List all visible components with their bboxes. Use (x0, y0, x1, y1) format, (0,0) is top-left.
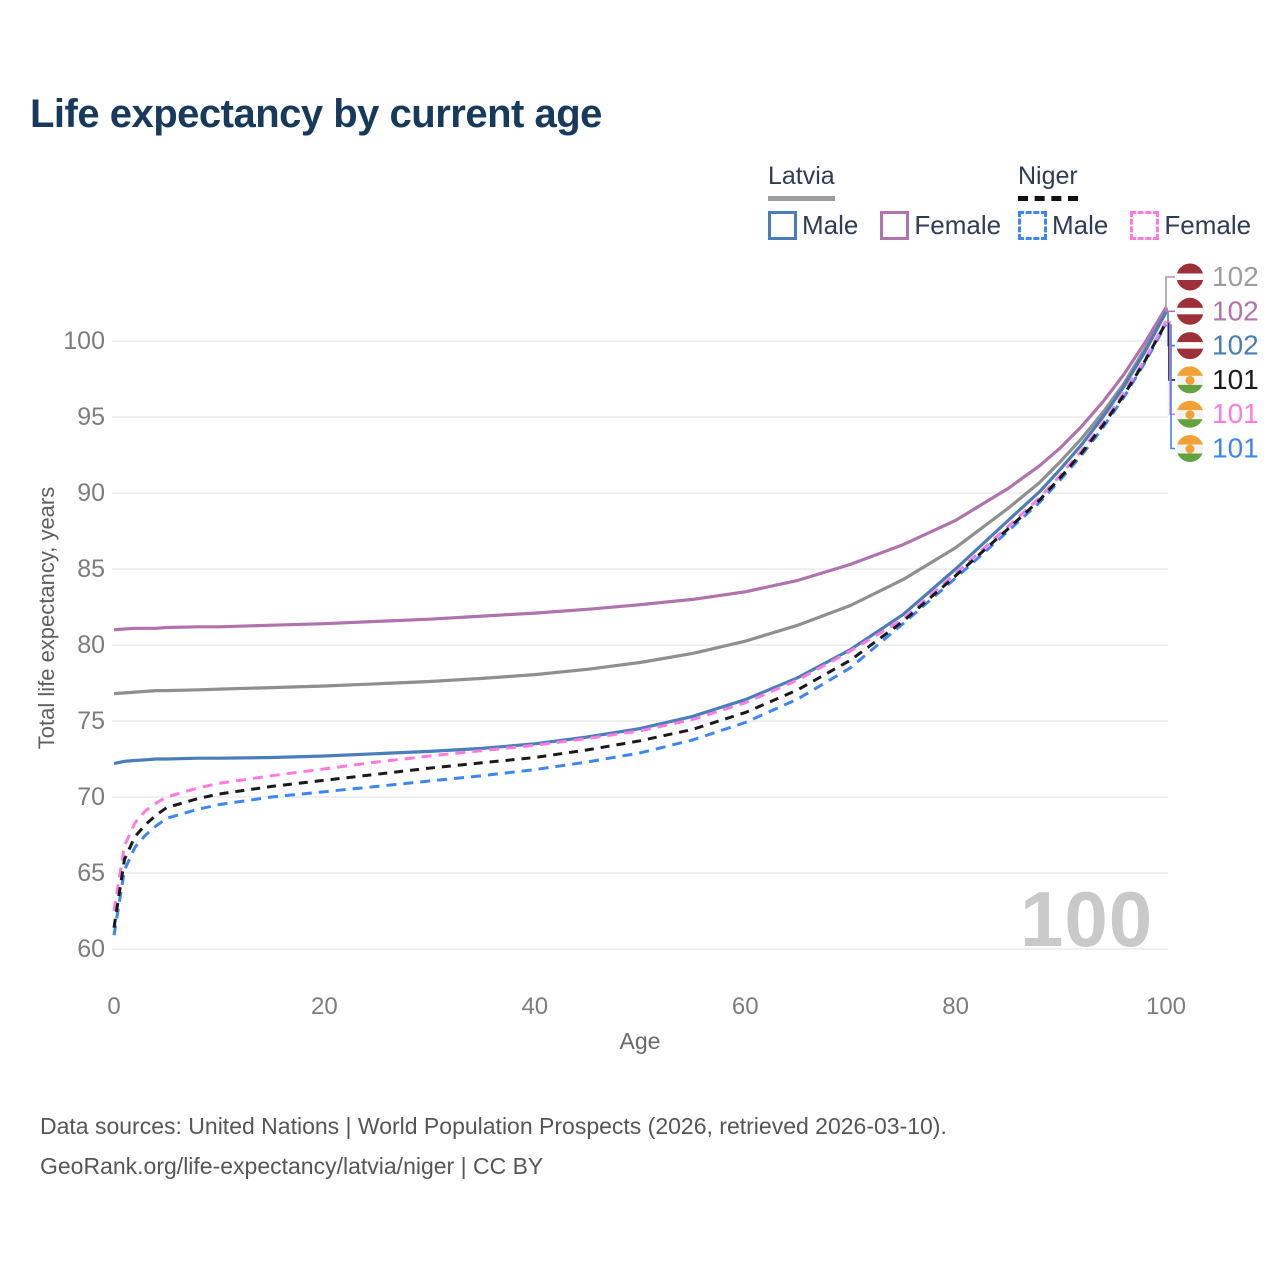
flag-stripes (1176, 366, 1204, 394)
legend-swatch-latvia-male-icon[interactable] (768, 211, 797, 240)
end-value-label-niger-total: 101 (1212, 364, 1259, 395)
latvia-flag-white-stripe (1176, 307, 1204, 315)
flag-stripes (1176, 332, 1204, 360)
x-tick-label-20: 20 (311, 993, 338, 1020)
niger-flag-green (1176, 453, 1204, 462)
flag-icon-latvia (1176, 263, 1204, 291)
y-tick-label-60: 60 (77, 935, 105, 963)
end-label-connector-niger-female (1169, 321, 1175, 415)
flag-icon-niger (1176, 366, 1204, 394)
flag-stripes (1176, 297, 1204, 325)
flag-icon-latvia (1176, 332, 1204, 360)
footer-attribution-link[interactable]: GeoRank.org/life-expectancy/latvia/niger… (40, 1153, 544, 1179)
legend-label-niger-male[interactable]: Male (1052, 210, 1109, 240)
end-value-label-latvia-female: 102 (1212, 295, 1259, 326)
end-value-label-niger-female: 101 (1212, 398, 1259, 429)
flag-stripes (1176, 435, 1204, 462)
flag-icon-niger (1176, 400, 1204, 428)
page-title: Life expectancy by current age (30, 92, 602, 136)
x-tick-label-40: 40 (521, 993, 548, 1020)
x-tick-label-80: 80 (942, 993, 969, 1020)
flag-stripes (1176, 263, 1204, 291)
series-line-latvia-male (113, 311, 1168, 766)
series-line-niger-total (112, 322, 1168, 928)
y-tick-label-65: 65 (77, 859, 105, 887)
x-tick-label-100: 100 (1146, 993, 1186, 1020)
legend-country-niger: Niger (1018, 162, 1078, 201)
end-label-connector-latvia-male (1167, 312, 1175, 347)
y-tick-label-85: 85 (77, 555, 105, 583)
end-label-connector-latvia-female (1166, 307, 1175, 313)
y-tick-label-95: 95 (77, 403, 105, 431)
y-tick-label-75: 75 (77, 707, 105, 735)
legend-swatch-latvia-female-icon[interactable] (880, 211, 910, 240)
series-line-latvia-female (113, 306, 1168, 632)
y-tick-label-80: 80 (77, 631, 105, 659)
y-tick-label-90: 90 (77, 479, 105, 507)
footer: Data sources: United Nations | World Pop… (40, 1106, 947, 1186)
niger-flag-sun (1185, 444, 1195, 454)
end-label-connector-niger-total (1168, 322, 1175, 381)
end-value-label-latvia-total: 102 (1212, 261, 1259, 292)
end-label-connector-latvia-total (1165, 276, 1175, 311)
niger-flag-orange (1176, 400, 1204, 411)
series-line-latvia-total (113, 309, 1168, 696)
x-axis-title: Age (619, 1028, 661, 1054)
niger-flag-green (1176, 419, 1204, 428)
niger-flag-orange (1176, 435, 1204, 445)
legend-country-latvia: Latvia (768, 162, 835, 201)
end-value-label-latvia-male: 102 (1212, 330, 1259, 361)
flag-stripes (1176, 400, 1204, 428)
niger-flag-green (1176, 384, 1204, 394)
x-tick-label-0: 0 (107, 993, 120, 1020)
niger-flag-sun (1185, 410, 1195, 420)
legend-label-latvia-female[interactable]: Female (914, 210, 1002, 240)
legend-group-niger: Niger Male Female (1018, 162, 1273, 241)
footer-data-sources: Data sources: United Nations | World Pop… (40, 1113, 947, 1139)
latvia-flag-white-stripe (1176, 342, 1204, 349)
flag-icon-latvia (1176, 297, 1204, 325)
end-label-connector-niger-male (1170, 324, 1175, 450)
niger-flag-orange (1176, 366, 1204, 376)
y-tick-label-70: 70 (77, 783, 105, 811)
latvia-flag-white-stripe (1176, 273, 1204, 280)
legend-label-niger-female[interactable]: Female (1164, 210, 1252, 240)
legend-swatch-niger-female-icon[interactable] (1130, 211, 1160, 240)
legend-label-latvia-male[interactable]: Male (802, 210, 859, 240)
series-line-niger-male (112, 323, 1168, 936)
legend-swatch-niger-male-icon[interactable] (1018, 211, 1047, 240)
legend-group-latvia: Latvia Male Female (768, 162, 1023, 241)
niger-flag-sun (1185, 375, 1195, 385)
series-line-niger-female (112, 320, 1168, 912)
flag-icon-niger (1176, 435, 1204, 462)
y-tick-label-100: 100 (63, 327, 105, 355)
end-value-label-niger-male: 101 (1212, 433, 1259, 464)
x-tick-label-60: 60 (732, 993, 759, 1020)
